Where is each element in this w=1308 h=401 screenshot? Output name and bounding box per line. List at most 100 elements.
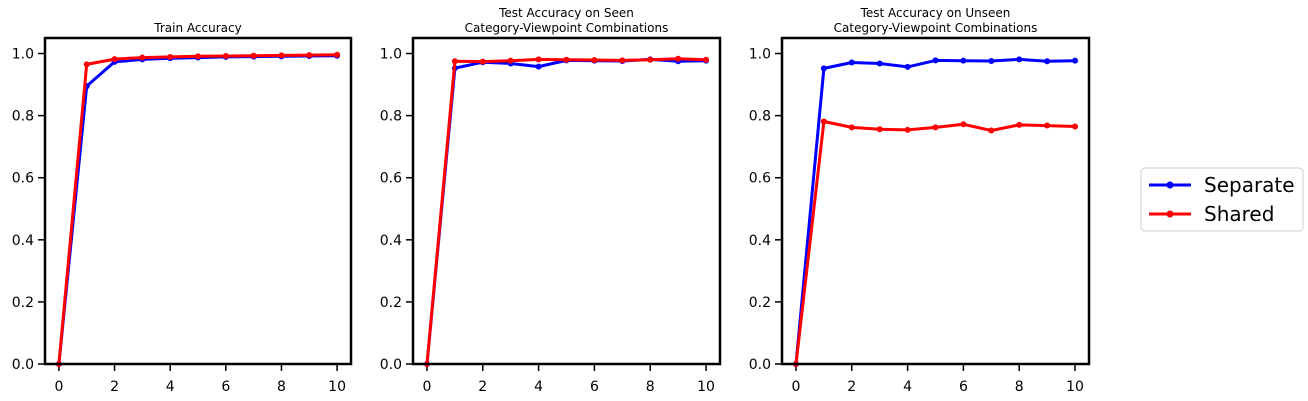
panel-title-line: Train Accuracy	[153, 21, 241, 35]
series-line-shared	[425, 57, 708, 366]
y-tick-label: 0.6	[749, 171, 771, 187]
y-tick-label: 0.8	[749, 109, 771, 125]
data-point-shared	[507, 57, 514, 64]
x-tick-label: 10	[328, 379, 346, 395]
x-tick-label: 0	[422, 379, 431, 395]
data-point-shared	[563, 56, 570, 63]
x-tick-label: 2	[110, 379, 119, 395]
y-tick-label: 0.2	[749, 295, 771, 311]
legend-label-shared: Shared	[1204, 202, 1274, 226]
chart-legend: Separate Shared	[1140, 167, 1304, 232]
plot-frame	[411, 36, 722, 366]
panel-title-line: Test Accuracy on Seen	[498, 6, 634, 20]
y-tick-label: 0.0	[749, 357, 771, 373]
data-point-separate	[1072, 57, 1079, 64]
x-tick-label: 10	[697, 379, 715, 395]
data-point-shared	[876, 126, 883, 133]
x-tick-label: 4	[534, 379, 543, 395]
data-point-shared	[278, 52, 285, 59]
data-point-shared	[479, 58, 486, 65]
data-point-separate	[820, 65, 827, 72]
data-point-shared	[848, 124, 855, 131]
y-tick-label: 0.2	[12, 295, 34, 311]
data-point-separate	[1044, 58, 1051, 65]
data-point-separate	[848, 59, 855, 66]
data-point-shared	[820, 118, 827, 125]
data-point-shared	[619, 57, 626, 64]
data-point-shared	[904, 126, 911, 133]
data-point-shared	[250, 52, 257, 59]
y-tick-label: 0.8	[380, 109, 402, 125]
legend-swatch-marker	[1166, 181, 1174, 189]
panel-title-line: Test Accuracy on Unseen	[860, 6, 1011, 20]
data-point-separate	[932, 57, 939, 64]
data-point-separate	[876, 60, 883, 67]
data-point-shared	[647, 56, 654, 63]
series-line-separate	[57, 54, 339, 366]
plot-frame	[780, 36, 1091, 366]
y-tick-label: 1.0	[12, 47, 34, 63]
data-point-shared	[591, 57, 598, 64]
x-tick-label: 4	[903, 379, 912, 395]
data-point-shared	[703, 56, 710, 63]
panel-title-line: Category-Viewpoint Combinations	[465, 21, 669, 35]
series-line-shared	[57, 53, 339, 366]
data-point-shared	[451, 58, 458, 65]
data-point-shared	[960, 121, 967, 128]
y-tick-label: 0.8	[12, 109, 34, 125]
y-tick-label: 1.0	[380, 47, 402, 63]
y-tick-label: 0.0	[380, 357, 402, 373]
data-point-shared	[222, 53, 229, 60]
series-line-shared	[794, 120, 1077, 366]
chart-panel-1: Train Accuracy 0.0 0.2 0.4 0.6 0.8 1.0 0 2 4 6 8 10	[12, 21, 353, 395]
x-tick-label: 8	[277, 379, 286, 395]
y-tick-label: 1.0	[749, 47, 771, 63]
data-point-shared	[83, 61, 90, 68]
y-tick-label: 0.6	[12, 171, 34, 187]
data-point-shared	[306, 52, 313, 59]
data-point-separate	[904, 63, 911, 70]
series-line-separate	[794, 57, 1077, 366]
legend-label-separate: Separate	[1204, 173, 1295, 197]
data-point-shared	[535, 56, 542, 63]
data-point-shared	[139, 54, 146, 61]
y-tick-label: 0.4	[380, 233, 402, 249]
panel-title-line: Category-Viewpoint Combinations	[834, 21, 1038, 35]
x-tick-label: 6	[959, 379, 968, 395]
data-point-shared	[988, 127, 995, 134]
plot-frame	[43, 36, 353, 366]
data-point-separate	[535, 63, 542, 70]
x-tick-label: 0	[54, 379, 63, 395]
x-tick-label: 4	[166, 379, 175, 395]
y-tick-label: 0.4	[749, 233, 771, 249]
x-tick-label: 8	[1015, 379, 1024, 395]
data-point-shared	[675, 55, 682, 62]
data-point-separate	[988, 57, 995, 64]
y-tick-label: 0.0	[12, 357, 34, 373]
chart-panel-2: Test Accuracy on SeenCategory-Viewpoint …	[380, 6, 722, 395]
data-point-shared	[334, 51, 341, 58]
series-line-separate	[425, 57, 708, 366]
data-point-shared	[195, 53, 201, 60]
data-point-shared	[1016, 121, 1023, 128]
y-tick-label: 0.4	[12, 233, 34, 249]
x-tick-label: 0	[791, 379, 800, 395]
chart-panel-3: Test Accuracy on UnseenCategory-Viewpoin…	[749, 6, 1091, 395]
data-point-separate	[960, 57, 967, 64]
x-tick-label: 2	[478, 379, 487, 395]
x-tick-label: 8	[646, 379, 655, 395]
legend-swatch-marker	[1166, 210, 1174, 218]
x-tick-label: 6	[221, 379, 230, 395]
data-point-shared	[111, 56, 118, 63]
y-tick-label: 0.6	[380, 171, 402, 187]
x-tick-label: 2	[847, 379, 856, 395]
data-point-separate	[1016, 56, 1023, 63]
data-point-shared	[1072, 123, 1079, 130]
data-point-shared	[1044, 122, 1051, 129]
y-tick-label: 0.2	[380, 295, 402, 311]
x-tick-label: 6	[590, 379, 599, 395]
data-point-shared	[932, 124, 939, 131]
x-tick-label: 10	[1066, 379, 1084, 395]
